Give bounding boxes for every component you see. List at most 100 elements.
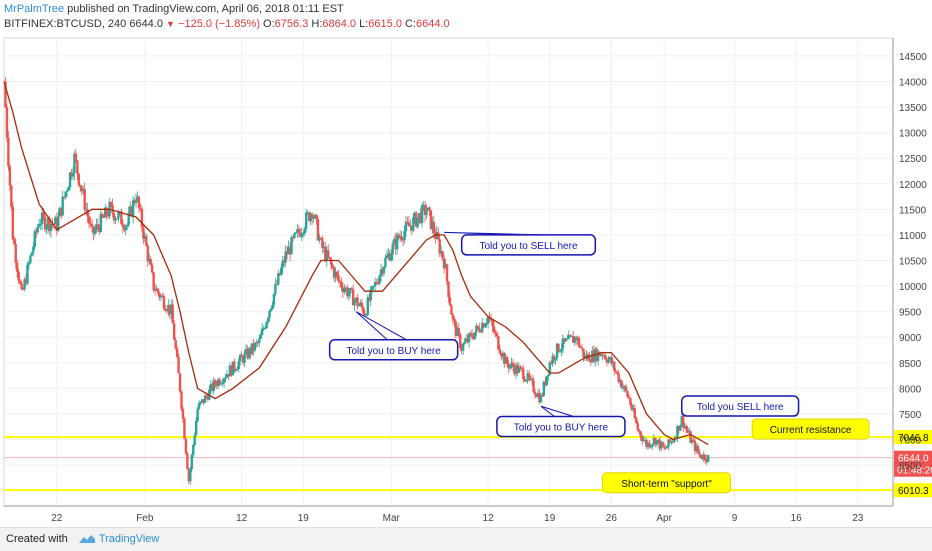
candle-down [401, 239, 405, 241]
candle-up [542, 381, 546, 396]
candle-down [80, 187, 83, 192]
candle-down [202, 399, 205, 403]
candle-up [422, 205, 425, 207]
candle-down [130, 206, 133, 217]
candle-down [158, 293, 161, 298]
candle-down [376, 283, 380, 285]
candle-up [325, 250, 328, 261]
candle-down [275, 284, 279, 286]
candle-up [632, 408, 635, 411]
candle-down [98, 227, 101, 232]
candle-up [104, 207, 107, 218]
candle-down [350, 288, 353, 290]
candle-down [35, 231, 38, 233]
low-value: 6615.0 [368, 18, 402, 30]
candle-down [604, 355, 607, 360]
y-tick-label: 12000 [899, 180, 927, 191]
candle-up [413, 212, 416, 218]
candle-up [236, 368, 239, 371]
candle-up [224, 377, 227, 379]
candle-up [665, 446, 669, 449]
candle-down [397, 234, 400, 239]
y-tick-label: 11000 [899, 231, 927, 242]
candle-up [318, 237, 321, 241]
candle-down [101, 213, 104, 217]
candle-down [17, 271, 20, 281]
candle-up [95, 224, 98, 230]
candle-up [61, 196, 64, 216]
candle-down [92, 226, 95, 234]
x-tick-label: 16 [791, 513, 803, 524]
candle-down [331, 264, 334, 268]
candle-down [140, 208, 144, 228]
candle-up [303, 228, 306, 234]
candle-down [246, 348, 249, 359]
candle-down [187, 468, 191, 482]
candle-down [686, 429, 689, 433]
candle-down [664, 447, 667, 449]
candle-up [548, 362, 551, 375]
candle-down [400, 236, 403, 240]
candle-up [271, 304, 274, 309]
candle-down [699, 454, 703, 458]
x-tick-label: 19 [544, 513, 556, 524]
candle-up [649, 445, 653, 448]
candle-up [347, 293, 350, 297]
tradingview-brand[interactable]: TradingView [98, 533, 160, 545]
candle-down [589, 361, 592, 363]
candle-down [624, 386, 628, 391]
candle-up [409, 225, 412, 227]
y-tick-label: 10000 [899, 282, 927, 293]
candle-down [351, 289, 355, 306]
price-chart[interactable]: 7046.8 6010.3 6644.001:48:20 Told you to S… [0, 36, 932, 527]
candle-down [453, 319, 456, 322]
candle-down [145, 235, 148, 246]
candle-down [5, 107, 9, 138]
candle-up [294, 232, 298, 234]
label-box [751, 418, 870, 440]
candle-up [32, 246, 35, 253]
candle-up [306, 212, 309, 214]
candle-down [447, 281, 450, 298]
candle-up [608, 357, 612, 360]
candle-down [658, 439, 661, 449]
candle-down [530, 378, 534, 381]
candle-down [70, 172, 73, 177]
candle-down [211, 383, 214, 391]
candle-up [390, 254, 393, 261]
candle-up [547, 374, 550, 377]
label-box [602, 472, 732, 494]
candle-down [519, 366, 522, 368]
candle-down [230, 365, 233, 376]
candle-up [706, 454, 710, 462]
candle-up [262, 328, 265, 330]
candle-down [48, 218, 51, 232]
candle-down [137, 196, 141, 208]
candle-down [533, 391, 537, 395]
candle-up [398, 236, 402, 239]
candle-down [563, 338, 566, 342]
author-link[interactable]: MrPalmTree [4, 3, 65, 15]
candle-up [27, 262, 31, 265]
candle-down [227, 374, 230, 377]
candle-up [525, 380, 528, 382]
candle-down [507, 363, 510, 369]
candle-up [382, 267, 386, 274]
candle-down [696, 445, 700, 452]
candle-down [55, 217, 59, 231]
footer-bar: Created with TradingView [0, 527, 932, 551]
candle-up [244, 348, 248, 354]
open-label: O: [263, 18, 275, 30]
candle-up [393, 238, 396, 244]
candle-up [300, 233, 304, 237]
candle-down [362, 307, 365, 314]
candle-up [45, 226, 48, 230]
candle-up [219, 383, 223, 385]
candle-up [68, 172, 72, 188]
candle-up [39, 223, 42, 225]
close-value: 6644.0 [416, 18, 450, 30]
candle-down [478, 327, 481, 332]
candle-down [120, 211, 123, 225]
candle-down [701, 457, 704, 460]
candle-up [136, 196, 139, 201]
